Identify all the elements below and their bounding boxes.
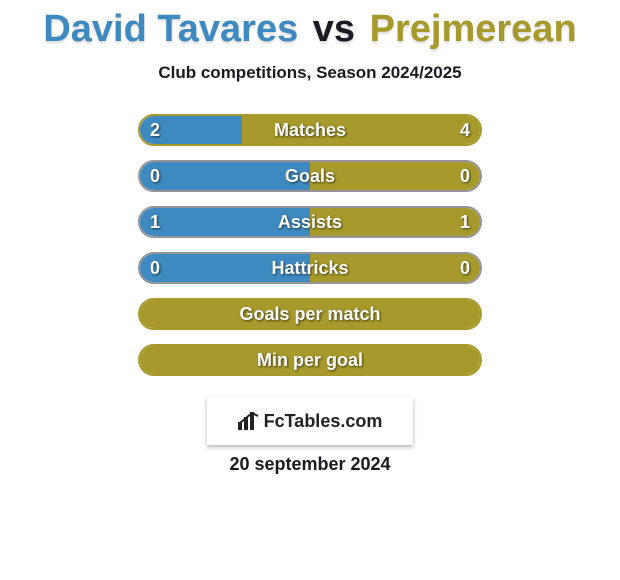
comparison-infographic: David Tavares vs Prejmerean Club competi… bbox=[0, 0, 620, 580]
date-text: 20 september 2024 bbox=[0, 454, 620, 475]
stat-bar: Min per goal bbox=[138, 344, 482, 376]
player1-name: David Tavares bbox=[43, 8, 298, 50]
stat-bar: Assists bbox=[138, 206, 482, 238]
headline: David Tavares vs Prejmerean bbox=[0, 0, 620, 51]
stat-value-left: 2 bbox=[150, 111, 160, 149]
stat-row: Goals per match bbox=[0, 295, 620, 341]
stat-bar: Goals per match bbox=[138, 298, 482, 330]
stat-label: Goals bbox=[140, 162, 480, 190]
stat-row: Assists1 1 bbox=[0, 203, 620, 249]
brand-text: FcTables.com bbox=[264, 411, 383, 432]
player2-name: Prejmerean bbox=[370, 8, 577, 50]
stat-value-right: 0 bbox=[460, 157, 470, 195]
stat-label: Hattricks bbox=[140, 254, 480, 282]
stat-value-left: 0 bbox=[150, 157, 160, 195]
stat-label: Assists bbox=[140, 208, 480, 236]
stat-value-right: 1 bbox=[460, 203, 470, 241]
stat-value-right: 0 bbox=[460, 249, 470, 287]
stat-bar: Hattricks bbox=[138, 252, 482, 284]
stat-row: Min per goal bbox=[0, 341, 620, 387]
stat-value-left: 0 bbox=[150, 249, 160, 287]
subtitle: Club competitions, Season 2024/2025 bbox=[0, 63, 620, 83]
stat-bar: Matches bbox=[138, 114, 482, 146]
stat-rows: Matches24Goals00Assists11Hattricks00Goal… bbox=[0, 111, 620, 387]
stat-label: Min per goal bbox=[140, 346, 480, 374]
stat-row: Hattricks0 0 bbox=[0, 249, 620, 295]
stat-label: Goals per match bbox=[140, 300, 480, 328]
stat-value-right: 4 bbox=[460, 111, 470, 149]
stat-label: Matches bbox=[140, 116, 480, 144]
brand-badge: FcTables.com bbox=[207, 397, 413, 445]
stat-bar: Goals bbox=[138, 160, 482, 192]
stat-row: Matches2 4 bbox=[0, 111, 620, 157]
stat-row: Goals0 0 bbox=[0, 157, 620, 203]
chart-icon bbox=[238, 412, 260, 430]
stat-value-left: 1 bbox=[150, 203, 160, 241]
vs-text: vs bbox=[313, 8, 355, 50]
